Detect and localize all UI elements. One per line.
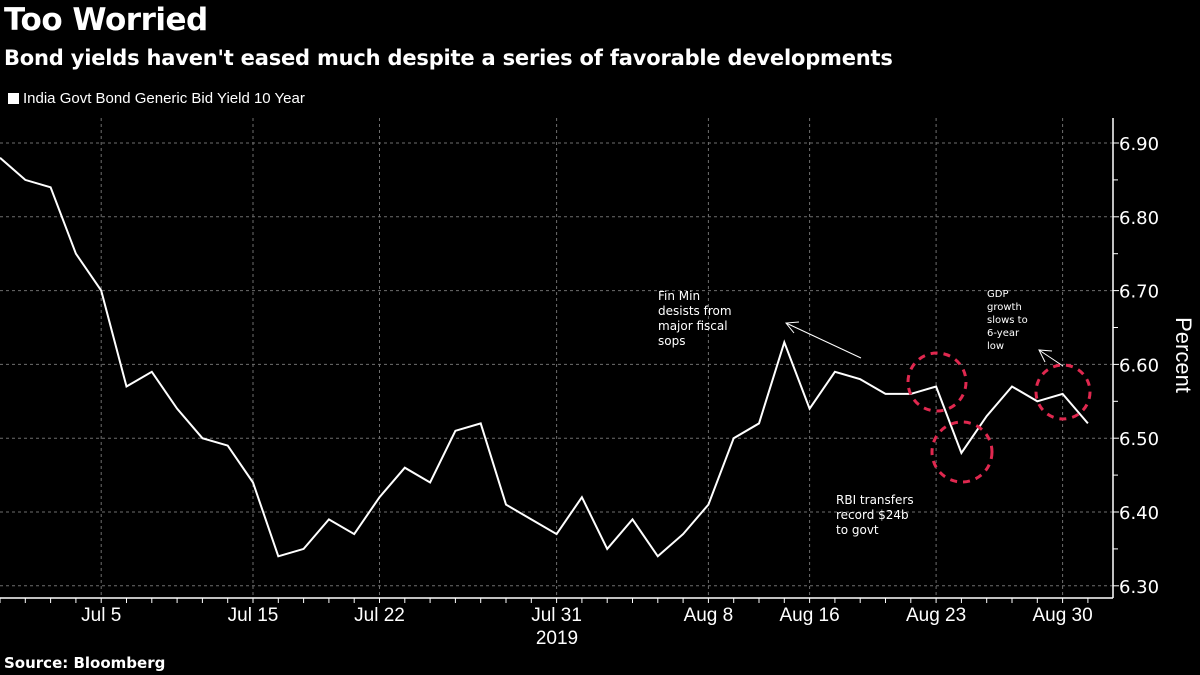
annotation-gdp: GDP	[987, 289, 1008, 300]
x-tick-label: Aug 30	[1032, 605, 1092, 626]
x-axis-ticks: Jul 5 Jul 15 Jul 22 Jul 31 Aug 8 Aug 16 Aug 23…	[0, 598, 1093, 626]
annotation-rbi: record $24b	[836, 508, 909, 522]
x-tick-label: Jul 31	[531, 605, 582, 626]
x-tick-label: Aug 16	[779, 605, 839, 626]
y-tick-label: 6.40	[1119, 503, 1159, 524]
annotation-fin-min: major fiscal	[658, 319, 728, 333]
highlight-circle	[906, 351, 968, 413]
y-tick-label: 6.70	[1119, 282, 1159, 303]
x-tick-label: Jul 15	[228, 605, 279, 626]
y-tick-label: 6.60	[1119, 355, 1159, 376]
x-tick-label: Jul 22	[354, 605, 405, 626]
annotation-gdp: slows to	[987, 315, 1028, 326]
annotation-fin-min: desists from	[658, 304, 732, 318]
annotation-fin-min: Fin Min	[658, 289, 700, 303]
x-tick-label: Jul 5	[81, 605, 121, 626]
highlight-circle	[930, 420, 994, 484]
series-layer	[0, 157, 1089, 558]
annotation-rbi: RBI transfers	[836, 493, 914, 507]
legend: India Govt Bond Generic Bid Yield 10 Yea…	[8, 90, 305, 107]
annotation-gdp: growth	[987, 302, 1022, 313]
arrow-gdp	[1038, 349, 1064, 367]
legend-label: India Govt Bond Generic Bid Yield 10 Yea…	[23, 90, 305, 107]
annotation-fin-min: sops	[658, 334, 685, 348]
annotation-gdp: low	[987, 341, 1004, 352]
chart-subtitle: Bond yields haven't eased much despite a…	[4, 46, 893, 70]
y-tick-label: 6.80	[1119, 208, 1159, 229]
y-tick-label: 6.30	[1119, 577, 1159, 598]
series-line	[0, 157, 1089, 558]
legend-swatch	[8, 93, 19, 104]
arrow-head-icon	[1038, 349, 1053, 363]
source-note: Source: Bloomberg	[4, 654, 166, 672]
gridlines	[0, 118, 1113, 598]
x-tick-label: Aug 8	[684, 605, 734, 626]
y-axis-ticks: 6.90 6.80 6.70 6.60 6.50 6.40 6.30	[1113, 134, 1159, 598]
x-axis-year-label: 2019	[536, 628, 578, 649]
annotation-rbi: to govt	[836, 523, 879, 537]
y-tick-label: 6.90	[1119, 134, 1159, 155]
y-tick-label: 6.50	[1119, 429, 1159, 450]
y-axis-label: Percent	[1171, 317, 1196, 393]
arrow-head-icon	[785, 321, 800, 334]
highlight-circle	[1034, 363, 1092, 421]
annotation-gdp: 6-year	[987, 328, 1020, 339]
arrow-fin-min	[785, 322, 862, 359]
x-tick-label: Aug 23	[906, 605, 966, 626]
chart-title: Too Worried	[4, 2, 208, 38]
